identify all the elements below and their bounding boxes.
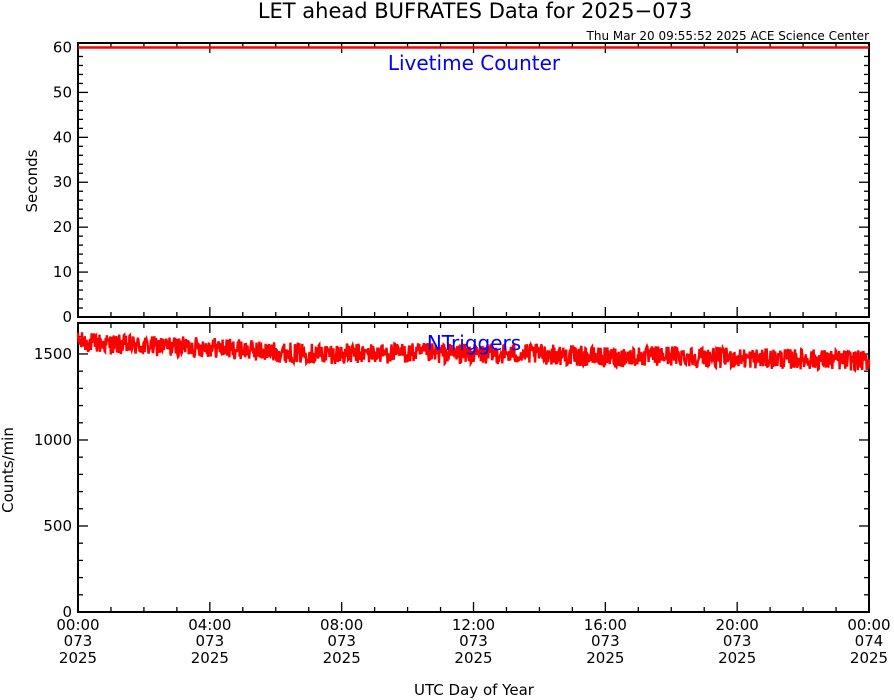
y-tick-label: 500 <box>43 517 72 535</box>
x-tick-label-day: 073 <box>196 632 225 650</box>
x-tick-label-time: 00:00 <box>56 616 99 634</box>
y-tick-label: 50 <box>53 83 72 101</box>
x-ticks-ntriggers <box>77 323 870 612</box>
series-ntriggers <box>76 332 871 374</box>
x-tick-label-year: 2025 <box>586 649 624 667</box>
panel-label-livetime: Livetime Counter <box>388 51 561 75</box>
chart-subtitle: Thu Mar 20 09:55:52 2025 ACE Science Cen… <box>586 29 870 43</box>
y-tick-label: 10 <box>53 263 72 281</box>
x-tick-label-day: 073 <box>459 632 488 650</box>
y-tick-label: 20 <box>53 218 72 236</box>
x-tick-label-year: 2025 <box>454 649 492 667</box>
x-tick-label-time: 04:00 <box>188 616 231 634</box>
x-tick-label-time: 00:00 <box>847 616 890 634</box>
x-tick-label-year: 2025 <box>718 649 756 667</box>
y-tick-label: 1000 <box>34 431 72 449</box>
x-tick-label-year: 2025 <box>191 649 229 667</box>
y-tick-label: 30 <box>53 173 72 191</box>
x-axis-label: UTC Day of Year <box>414 681 535 699</box>
x-tick-label-time: 08:00 <box>320 616 363 634</box>
y-tick-label: 40 <box>53 128 72 146</box>
x-tick-label-year: 2025 <box>850 649 888 667</box>
y-tick-label: 0 <box>62 308 72 326</box>
x-tick-label-day: 073 <box>327 632 356 650</box>
y-ticks-ntriggers: 0 500 1000 1500 <box>34 336 869 621</box>
x-tick-label-time: 16:00 <box>584 616 627 634</box>
x-tick-label-year: 2025 <box>323 649 361 667</box>
y-tick-label: 60 <box>53 38 72 56</box>
x-tick-label-day: 073 <box>64 632 93 650</box>
x-tick-label-day: 073 <box>723 632 752 650</box>
panel-frame-livetime <box>77 42 870 318</box>
panel-livetime: 0 10 20 30 40 50 60 Livetime Counter Seconds <box>23 38 870 326</box>
panel-ntriggers: 0 500 1000 1500 NTriggers Counts/min <box>0 322 871 621</box>
x-tick-label-year: 2025 <box>59 649 97 667</box>
x-tick-label-day: 073 <box>591 632 620 650</box>
x-tick-label-day: 074 <box>855 632 884 650</box>
panel-label-ntriggers: NTriggers <box>427 331 521 355</box>
y-axis-label-ntriggers: Counts/min <box>0 427 17 513</box>
x-tick-label-time: 20:00 <box>716 616 759 634</box>
x-tick-label-time: 12:00 <box>452 616 495 634</box>
y-ticks-livetime: 0 10 20 30 40 50 60 <box>53 38 869 326</box>
series-line-ntriggers <box>76 332 871 374</box>
y-tick-label: 1500 <box>34 345 72 363</box>
chart-title: LET ahead BUFRATES Data for 2025−073 <box>258 0 692 23</box>
x-ticks-livetime <box>77 43 870 317</box>
y-tick-label: 0 <box>62 603 72 621</box>
x-tick-labels: 00:00073202504:00073202508:00073202512:0… <box>56 616 890 667</box>
y-axis-label-livetime: Seconds <box>23 149 41 212</box>
